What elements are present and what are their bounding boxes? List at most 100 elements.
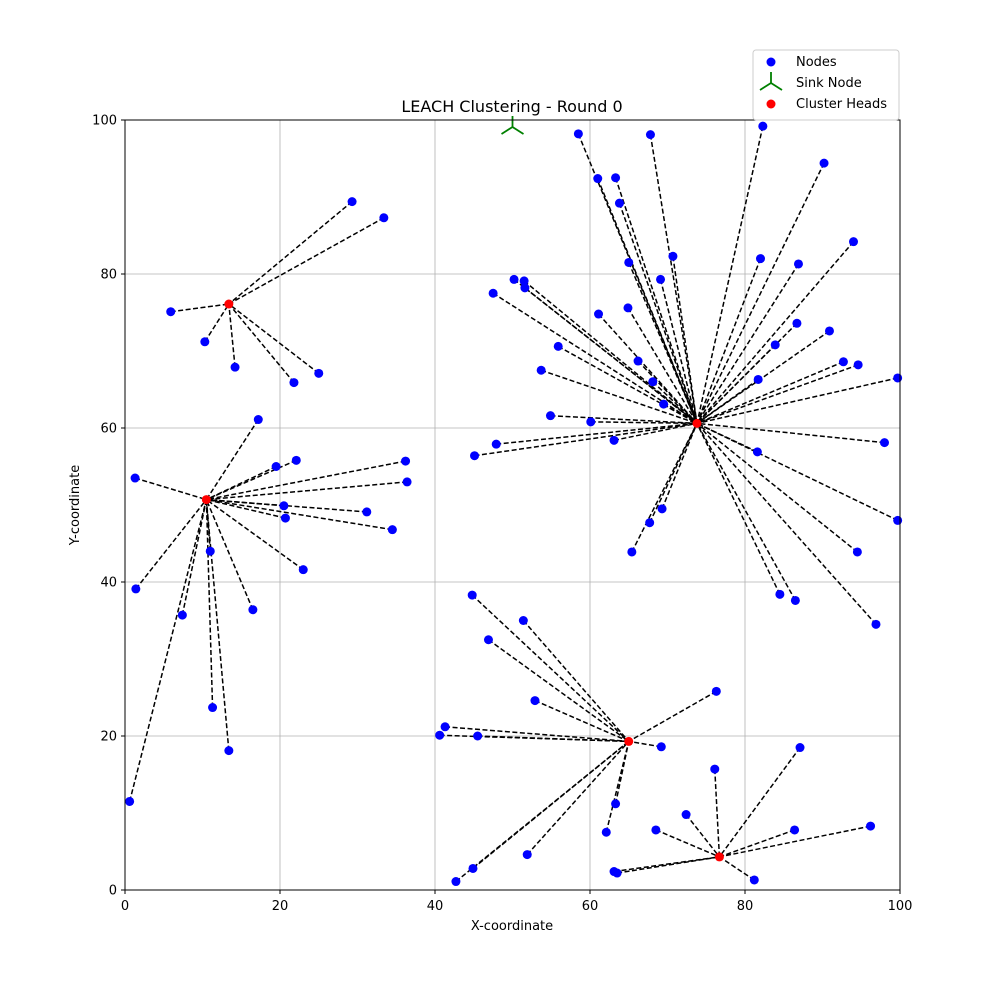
link-line: [696, 162, 825, 424]
link-line: [696, 125, 764, 424]
node-point: [611, 799, 621, 809]
node-point: [280, 513, 290, 523]
link-line: [649, 134, 698, 424]
node-point: [893, 373, 903, 383]
link-line: [628, 690, 717, 743]
link-line: [631, 423, 698, 553]
node-point: [849, 237, 858, 247]
node-point: [131, 584, 141, 594]
link-line: [696, 330, 830, 424]
link-line: [445, 726, 629, 743]
link-line: [134, 477, 207, 501]
node-point: [177, 610, 187, 620]
node-point: [681, 810, 691, 820]
node-point: [253, 415, 263, 425]
link-line: [205, 499, 304, 571]
link-line: [522, 620, 630, 742]
link-line: [696, 344, 776, 424]
link-line: [696, 263, 800, 424]
node-point: [612, 868, 622, 878]
node-point: [291, 455, 301, 465]
link-line: [471, 594, 630, 742]
link-line: [128, 499, 208, 802]
link-line: [206, 481, 408, 501]
y-tick-label: 40: [100, 576, 117, 591]
legend-sink-label: Sink Node: [796, 76, 862, 91]
y-axis-label: Y-coordinate: [68, 465, 83, 546]
link-line: [206, 498, 286, 519]
link-line: [696, 422, 885, 444]
link-line: [696, 258, 762, 424]
node-point: [668, 251, 678, 261]
link-line: [205, 419, 259, 501]
node-point: [880, 438, 889, 448]
node-point: [230, 362, 240, 372]
node-point: [711, 686, 721, 696]
link-line: [205, 499, 230, 751]
link-line: [228, 303, 320, 374]
link-line: [526, 740, 630, 856]
x-tick-label: 60: [582, 899, 599, 914]
legend-box: [752, 49, 900, 121]
link-line: [524, 287, 698, 424]
node-point: [753, 374, 763, 384]
node-point: [657, 504, 667, 514]
legend-cluster-heads-label: Cluster Heads: [796, 97, 887, 112]
link-line: [496, 422, 698, 445]
node-point: [758, 121, 768, 131]
link-line: [696, 378, 759, 424]
node-point: [224, 746, 234, 756]
link-line: [550, 414, 697, 425]
x-tick-label: 80: [737, 899, 754, 914]
cluster-head-point: [692, 418, 702, 428]
node-point: [793, 259, 803, 269]
link-line: [648, 423, 698, 524]
chart-title: LEACH Clustering - Round 0: [401, 97, 622, 116]
node-point: [790, 825, 800, 835]
node-point: [440, 722, 450, 732]
x-tick-label: 20: [272, 899, 289, 914]
link-line: [718, 747, 801, 858]
cluster-head-point: [224, 299, 234, 309]
node-point: [435, 730, 445, 740]
node-point: [130, 473, 140, 483]
legend-nodes-label: Nodes: [796, 55, 837, 70]
link-line: [477, 735, 629, 743]
link-line: [663, 403, 698, 425]
link-line: [614, 177, 698, 424]
node-point: [648, 377, 658, 387]
cluster-head-point: [201, 495, 211, 505]
node-point: [819, 158, 829, 168]
node-point: [522, 850, 532, 860]
link-line: [534, 699, 630, 743]
link-line: [696, 364, 859, 425]
link-line: [696, 422, 858, 553]
link-line: [652, 381, 698, 424]
node-point: [467, 590, 477, 600]
node-point: [609, 435, 619, 445]
node-point: [518, 616, 528, 625]
link-line: [719, 829, 795, 858]
link-line: [685, 814, 721, 858]
node-point: [656, 742, 666, 752]
x-axis-label: X-coordinate: [471, 919, 553, 934]
node-point: [710, 764, 720, 774]
legend-sink-marker: [759, 72, 783, 91]
legend-nodes-marker: [766, 57, 776, 67]
node-point: [824, 326, 834, 336]
node-point: [624, 257, 634, 267]
link-line: [628, 262, 698, 424]
data-points: [125, 116, 903, 887]
link-line: [696, 377, 898, 425]
node-point: [611, 173, 621, 183]
link-line: [170, 303, 229, 313]
link-line: [181, 499, 208, 616]
node-point: [871, 619, 881, 629]
link-line: [228, 201, 353, 305]
node-point: [852, 547, 862, 557]
node-point: [623, 303, 633, 313]
node-point: [749, 875, 759, 885]
node-point: [633, 356, 643, 366]
node-point: [627, 547, 637, 557]
